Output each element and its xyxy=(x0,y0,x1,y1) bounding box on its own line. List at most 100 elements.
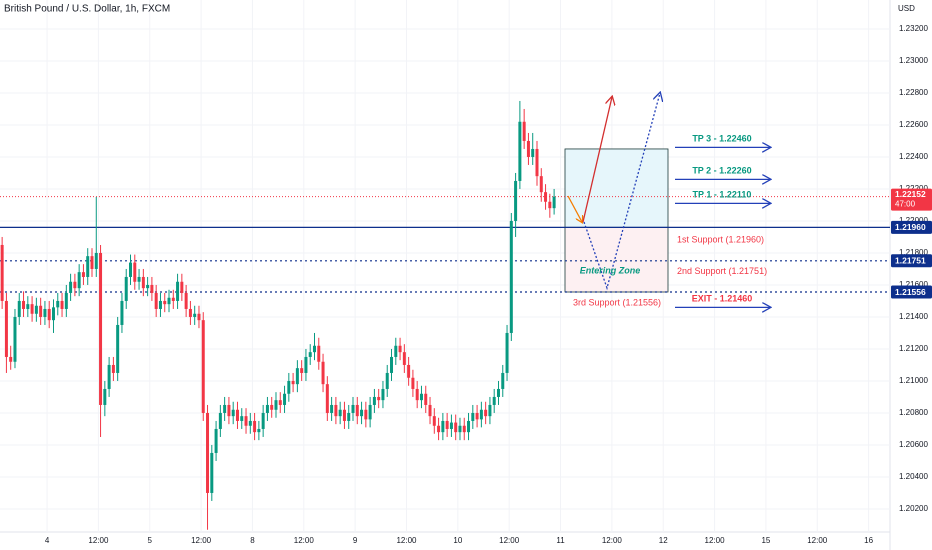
candle-body xyxy=(107,364,111,389)
candle-body xyxy=(270,404,274,410)
candle-body xyxy=(377,396,381,401)
target-label: TP 2 - 1.22260 xyxy=(692,166,751,176)
target-zone xyxy=(564,148,669,228)
candle-body xyxy=(325,384,329,413)
candle-body xyxy=(479,409,483,420)
candle-body xyxy=(287,380,291,394)
candle-body xyxy=(167,297,171,305)
candle-body xyxy=(133,262,137,282)
candle-body xyxy=(484,409,488,417)
candle-body xyxy=(26,304,30,309)
candle-body xyxy=(141,276,145,289)
candle-body xyxy=(338,409,342,417)
candle-body xyxy=(124,276,128,301)
bull-arrow xyxy=(582,97,612,223)
level-price-box xyxy=(891,220,932,234)
candle-body xyxy=(368,404,372,420)
candle-body xyxy=(355,404,359,417)
candle-body xyxy=(163,300,167,305)
y-tick-label: 1.21800 xyxy=(899,248,928,257)
candle-body xyxy=(402,352,406,365)
support-label: 1st Support (1.21960) xyxy=(677,235,764,245)
candle-body xyxy=(240,416,244,421)
candle-body xyxy=(372,396,376,405)
y-tick-label: 1.22600 xyxy=(899,120,928,129)
candle-body xyxy=(261,412,265,429)
candle-body xyxy=(94,252,98,269)
candle-body xyxy=(4,300,8,357)
candle-body xyxy=(411,377,415,389)
candle-body xyxy=(201,320,205,413)
candle-body xyxy=(505,332,509,373)
candle-body xyxy=(214,428,218,453)
candle-body xyxy=(43,308,47,317)
candle-body xyxy=(488,404,492,417)
x-tick-label: 12:00 xyxy=(396,536,417,545)
x-tick-label: 12:00 xyxy=(88,536,109,545)
x-tick-label: 12:00 xyxy=(294,536,315,545)
x-tick-label: 16 xyxy=(864,536,873,545)
y-tick-label: 1.23200 xyxy=(899,24,928,33)
candle-body xyxy=(514,180,518,221)
x-tick-label: 12:00 xyxy=(807,536,828,545)
level-price-label: 1.21751 xyxy=(895,256,926,266)
candle-body xyxy=(462,425,466,433)
candle-body xyxy=(330,404,334,413)
x-tick-label: 10 xyxy=(453,536,462,545)
candle-body xyxy=(69,281,73,293)
candle-body xyxy=(441,420,445,433)
level-price-box xyxy=(891,254,932,268)
candle-body xyxy=(300,368,304,373)
candle-body xyxy=(176,281,180,301)
candle-body xyxy=(304,356,308,373)
candle-body xyxy=(342,409,346,421)
candle-body xyxy=(223,404,227,413)
level-price-label: 1.21960 xyxy=(895,222,926,232)
candle-body xyxy=(424,393,428,405)
candle-body xyxy=(475,412,479,420)
y-tick-label: 1.22200 xyxy=(899,184,928,193)
candle-body xyxy=(291,380,295,385)
candle-body xyxy=(13,316,17,362)
candle-body xyxy=(390,356,394,373)
candle-body xyxy=(150,284,154,293)
candle-body xyxy=(544,192,548,202)
candle-body xyxy=(34,305,38,314)
candle-body xyxy=(471,412,475,421)
support-label: 3rd Support (1.21556) xyxy=(573,297,661,307)
candle-body xyxy=(526,140,530,157)
candle-body xyxy=(154,292,158,309)
candle-body xyxy=(248,420,252,426)
candle-body xyxy=(283,393,287,405)
candle-body xyxy=(360,409,364,417)
candle-body xyxy=(257,428,261,433)
x-tick-label: 15 xyxy=(761,536,770,545)
candle-body xyxy=(419,393,423,401)
candle-body xyxy=(317,345,321,362)
candle-body xyxy=(64,292,68,309)
candle-body xyxy=(146,284,150,289)
candle-body xyxy=(171,297,175,301)
candle-body xyxy=(129,262,133,277)
level-price-box xyxy=(891,285,932,299)
target-label: TP 3 - 1.22460 xyxy=(692,134,751,144)
y-tick-label: 1.23000 xyxy=(899,56,928,65)
candle-body xyxy=(381,388,385,401)
candle-body xyxy=(39,305,43,317)
y-tick-label: 1.20200 xyxy=(899,504,928,513)
candle-body xyxy=(437,425,441,433)
candle-body xyxy=(467,420,471,433)
candle-body xyxy=(518,121,522,181)
candle-body xyxy=(351,404,355,413)
candle-body xyxy=(231,409,235,417)
candle-body xyxy=(184,292,188,309)
countdown: 47:00 xyxy=(895,200,916,209)
target-label: EXIT - 1.21460 xyxy=(692,294,753,304)
x-tick-label: 11 xyxy=(556,536,565,545)
candle-body xyxy=(265,404,269,413)
candle-body xyxy=(535,148,539,177)
candle-body xyxy=(364,409,368,420)
candle-body xyxy=(235,409,239,421)
candle-body xyxy=(86,256,90,277)
last-price-label: 1.22152 xyxy=(895,189,926,199)
